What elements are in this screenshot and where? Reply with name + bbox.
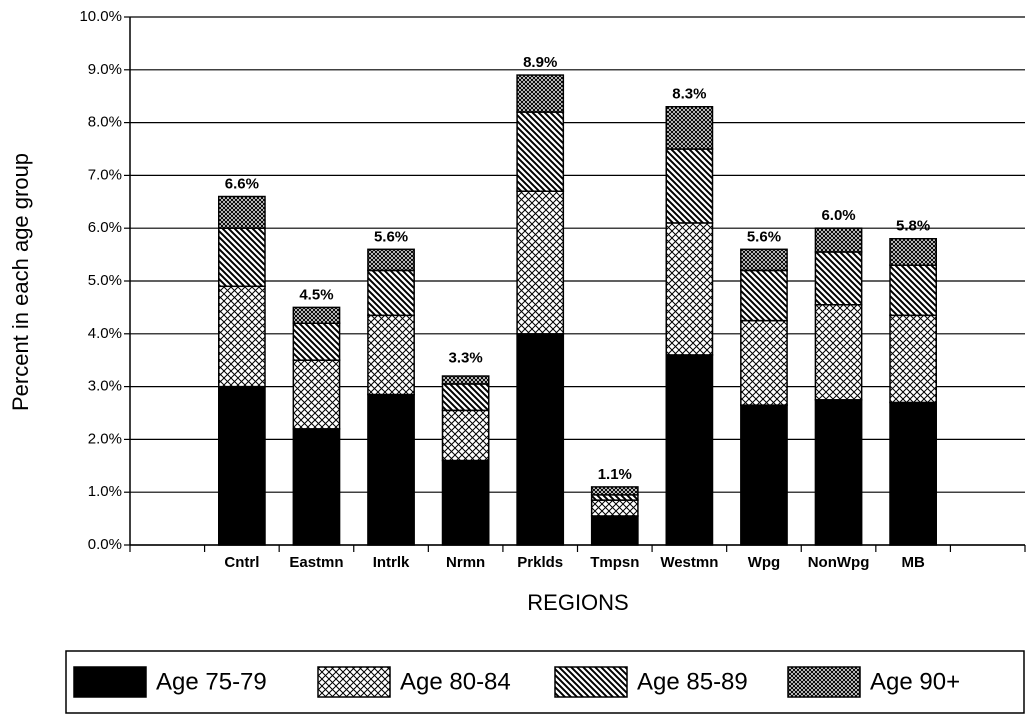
x-tick-label: NonWpg — [808, 554, 870, 571]
bar-segment — [814, 399, 863, 546]
bar-segment — [740, 269, 788, 322]
y-tick-label: 10.0% — [79, 8, 122, 25]
y-tick-label: 7.0% — [88, 166, 122, 183]
x-axis-title: REGIONS — [527, 590, 628, 615]
bar-segment — [889, 264, 937, 317]
bar-segment — [814, 304, 863, 401]
x-tick-label: Westmn — [660, 554, 718, 571]
y-axis-title: Percent in each age group — [8, 153, 33, 411]
bar-segment — [441, 409, 490, 462]
y-tick-label: 2.0% — [88, 430, 122, 447]
bar-segment — [292, 322, 341, 361]
y-tick-label: 3.0% — [88, 378, 122, 395]
total-label: 6.0% — [821, 207, 855, 224]
bar-segment — [367, 248, 415, 272]
bar-segment — [814, 227, 863, 253]
bar-segment — [590, 486, 639, 496]
total-label: 8.3% — [672, 86, 706, 103]
bar-segment — [367, 269, 415, 317]
bar-segment — [367, 393, 415, 546]
bar-segment — [218, 227, 266, 288]
x-tick-label: Nrmn — [446, 554, 485, 571]
bar-segment — [218, 385, 266, 546]
bar-segment — [441, 459, 490, 546]
y-tick-label: 9.0% — [88, 61, 122, 78]
bar-segment — [516, 333, 565, 546]
bar-segment — [740, 404, 788, 546]
legend-swatch — [787, 666, 861, 698]
y-tick-label: 0.0% — [88, 536, 122, 553]
y-tick-label: 6.0% — [88, 219, 122, 236]
bar-segment — [292, 428, 341, 546]
bar-segment — [889, 401, 937, 546]
y-tick-label: 8.0% — [88, 114, 122, 131]
total-label: 5.6% — [374, 228, 408, 245]
total-label: 1.1% — [598, 466, 632, 483]
legend-swatch — [317, 666, 391, 698]
bar-segment — [516, 190, 565, 335]
x-tick-label: Wpg — [748, 554, 780, 571]
y-tick-label: 1.0% — [88, 483, 122, 500]
bar-segment — [218, 285, 266, 388]
bar-segment — [441, 375, 490, 385]
total-label: 5.6% — [747, 228, 781, 245]
total-label: 3.3% — [449, 350, 483, 367]
bar-segment — [889, 238, 937, 266]
bar-segment — [516, 111, 565, 192]
bar-segment — [889, 314, 937, 404]
y-tick-label: 4.0% — [88, 325, 122, 342]
x-tick-label: Eastmn — [289, 554, 343, 571]
bar-segment — [740, 319, 788, 406]
bar-segment — [665, 148, 714, 224]
bar-segment — [740, 248, 788, 272]
total-label: 6.6% — [225, 175, 259, 192]
x-tick-label: MB — [901, 554, 924, 571]
legend-box — [65, 650, 1025, 714]
bar-segment — [292, 306, 341, 324]
bar-segment — [367, 314, 415, 396]
legend-label: Age 85-89 — [637, 668, 748, 695]
legend-label: Age 75-79 — [156, 668, 267, 695]
bar-segment — [814, 251, 863, 306]
bar-segment — [665, 354, 714, 546]
total-label: 8.9% — [523, 54, 557, 71]
y-tick-label: 5.0% — [88, 272, 122, 289]
total-label: 5.8% — [896, 218, 930, 235]
bar-segment — [441, 383, 490, 412]
x-tick-label: Prklds — [517, 554, 563, 571]
bar-segment — [590, 494, 639, 501]
bar-segment — [590, 515, 639, 546]
x-tick-label: Cntrl — [224, 554, 259, 571]
bar-segment — [218, 195, 266, 229]
bar-segment — [516, 74, 565, 113]
total-label: 4.5% — [299, 286, 333, 303]
legend-label: Age 90+ — [870, 668, 960, 695]
legend-label: Age 80-84 — [400, 668, 511, 695]
bar-segment — [665, 222, 714, 356]
legend-swatch — [73, 666, 147, 698]
x-tick-label: Tmpsn — [590, 554, 639, 571]
bar-segment — [590, 499, 639, 517]
x-tick-label: Intrlk — [373, 554, 410, 571]
legend-swatch — [554, 666, 628, 698]
bar-segment — [292, 359, 341, 430]
bar-segment — [665, 106, 714, 150]
